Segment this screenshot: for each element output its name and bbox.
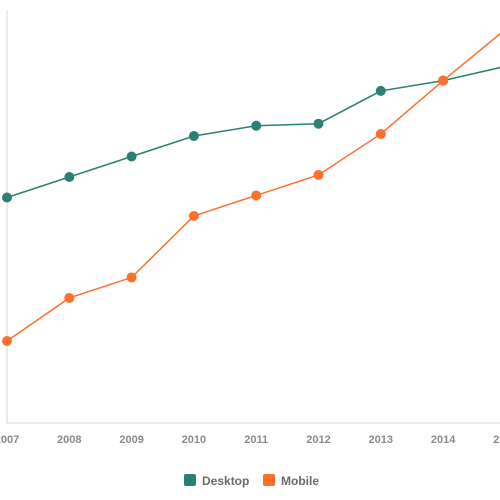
x-tick-label-2007: 2007 xyxy=(0,434,19,446)
data-point-mobile-2009 xyxy=(126,272,137,283)
data-point-mobile-2014 xyxy=(438,75,449,86)
data-point-desktop-2009 xyxy=(126,151,137,162)
data-point-desktop-2013 xyxy=(375,85,386,96)
x-tick-label-2009: 2009 xyxy=(119,434,143,446)
data-point-desktop-2008 xyxy=(64,172,75,182)
data-point-desktop-2007 xyxy=(2,192,12,203)
legend-swatch-desktop xyxy=(184,474,196,486)
x-tick-label-2010: 2010 xyxy=(182,434,206,446)
data-point-desktop-2011 xyxy=(251,120,262,131)
data-point-mobile-2012 xyxy=(313,169,324,180)
data-point-desktop-2012 xyxy=(313,118,324,129)
x-tick-label-2015: 2015 xyxy=(493,434,500,446)
x-tick-label-2013: 2013 xyxy=(369,434,393,446)
data-point-desktop-2010 xyxy=(188,131,199,141)
x-tick-label-2012: 2012 xyxy=(306,434,330,446)
x-tick-label-2008: 2008 xyxy=(57,434,81,446)
x-tick-label-2014: 2014 xyxy=(431,434,456,446)
series-line-mobile xyxy=(6,32,500,342)
data-point-mobile-2008 xyxy=(64,292,75,303)
legend-label-mobile: Mobile xyxy=(281,474,319,488)
data-point-mobile-2007 xyxy=(2,336,12,346)
data-point-mobile-2010 xyxy=(188,210,199,221)
x-tick-label-2011: 2011 xyxy=(244,434,268,446)
data-point-mobile-2013 xyxy=(375,128,386,139)
legend-label-desktop: Desktop xyxy=(202,474,249,488)
series-line-desktop xyxy=(6,66,500,199)
legend-swatch-mobile xyxy=(263,474,275,486)
data-point-mobile-2011 xyxy=(251,190,262,201)
